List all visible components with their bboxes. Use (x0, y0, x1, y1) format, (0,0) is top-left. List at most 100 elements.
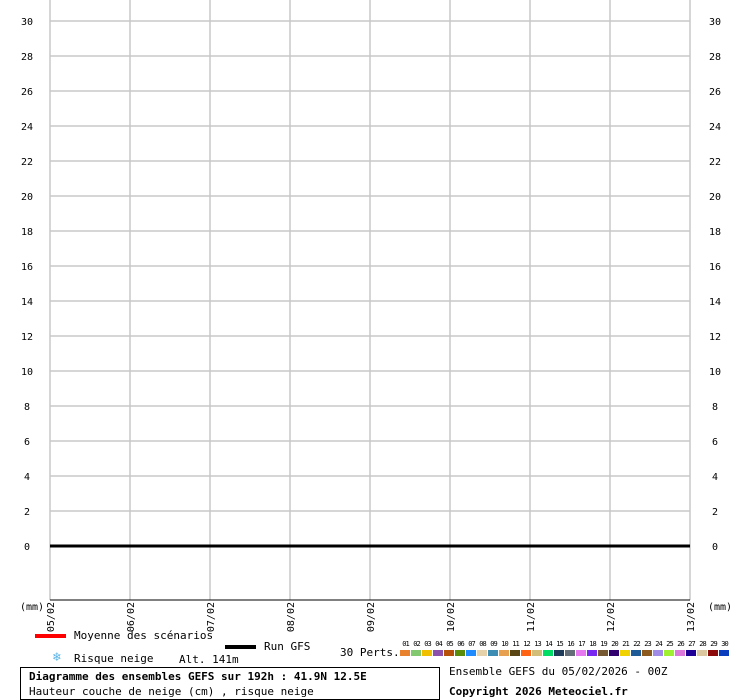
pert-swatch (466, 650, 476, 656)
pert-swatch (499, 650, 509, 656)
pert-number: 01 (402, 640, 409, 648)
x-tick-label: 12/02 (606, 602, 617, 632)
pert-legend-item: 25 (664, 640, 675, 656)
pert-number: 02 (413, 640, 420, 648)
pert-swatch (521, 650, 531, 656)
run-info: Ensemble GEFS du 05/02/2026 - 00Z (449, 665, 668, 678)
pert-swatch (620, 650, 630, 656)
pert-legend-item: 24 (653, 640, 664, 656)
y-tick-label-left: 28 (21, 52, 33, 63)
pert-legend-item: 27 (686, 640, 697, 656)
pert-legend-item: 19 (598, 640, 609, 656)
pert-swatch (631, 650, 641, 656)
pert-swatch (697, 650, 707, 656)
pert-number: 16 (567, 640, 574, 648)
pert-legend-item: 21 (620, 640, 631, 656)
y-tick-label-left: 8 (24, 402, 30, 413)
pert-swatch (675, 650, 685, 656)
chart-title: Diagramme des ensembles GEFS sur 192h : … (29, 670, 367, 683)
pert-legend-item: 10 (499, 640, 510, 656)
pert-number: 11 (512, 640, 519, 648)
pert-swatch (719, 650, 729, 656)
chart-subtitle: Hauteur couche de neige (cm) , risque ne… (29, 685, 314, 698)
y-tick-label-right: 22 (709, 157, 721, 168)
legend-mean-swatch (35, 634, 66, 638)
pert-legend-item: 14 (543, 640, 554, 656)
pert-swatch (532, 650, 542, 656)
pert-legend-item: 29 (708, 640, 719, 656)
pert-swatch (598, 650, 608, 656)
y-tick-label-left: 24 (21, 122, 33, 133)
pert-swatch (609, 650, 619, 656)
pert-number: 24 (655, 640, 662, 648)
pert-number: 20 (611, 640, 618, 648)
pert-swatch (587, 650, 597, 656)
pert-number: 18 (589, 640, 596, 648)
y-tick-label-left: 14 (21, 297, 33, 308)
legend-run-swatch (225, 645, 256, 649)
pert-number: 21 (622, 640, 629, 648)
pert-number: 07 (468, 640, 475, 648)
pert-legend-item: 03 (422, 640, 433, 656)
y-tick-label-right: 18 (709, 227, 721, 238)
y-tick-label-left: 30 (21, 17, 33, 28)
pert-number: 05 (446, 640, 453, 648)
x-tick-label: 06/02 (126, 602, 137, 632)
pert-swatch (422, 650, 432, 656)
y-tick-label-right: 0 (712, 542, 718, 553)
pert-number: 10 (501, 640, 508, 648)
pert-legend-item: 30 (719, 640, 730, 656)
pert-number: 15 (556, 640, 563, 648)
title-box: Diagramme des ensembles GEFS sur 192h : … (20, 667, 440, 700)
y-tick-label-right: 6 (712, 437, 718, 448)
pert-legend-item: 07 (466, 640, 477, 656)
pert-swatch (554, 650, 564, 656)
y-tick-label-left: 26 (21, 87, 33, 98)
pert-number: 17 (578, 640, 585, 648)
pert-number: 29 (710, 640, 717, 648)
pert-legend-item: 18 (587, 640, 598, 656)
y-tick-label-right: 8 (712, 402, 718, 413)
y-tick-label-right: 4 (712, 472, 718, 483)
pert-legend-item: 08 (477, 640, 488, 656)
x-tick-label: 08/02 (286, 602, 297, 632)
legend-mean-label: Moyenne des scénarios (74, 629, 214, 642)
y-tick-label-right: 12 (709, 332, 721, 343)
snowflake-icon: ❄ (53, 650, 61, 665)
copyright: Copyright 2026 Meteociel.fr (449, 685, 628, 698)
pert-swatch (411, 650, 421, 656)
pert-number: 12 (523, 640, 530, 648)
pert-number: 30 (721, 640, 728, 648)
pert-swatch (510, 650, 520, 656)
x-tick-label: 05/02 (46, 602, 57, 632)
y-tick-label-right: 30 (709, 17, 721, 28)
pert-number: 19 (600, 640, 607, 648)
pert-number: 28 (699, 640, 706, 648)
y-tick-label-right: 26 (709, 87, 721, 98)
y-tick-label-right: 24 (709, 122, 721, 133)
perts-label: 30 Perts. (340, 646, 400, 659)
pert-number: 26 (677, 640, 684, 648)
y-tick-label-left: 2 (24, 507, 30, 518)
x-tick-label: 07/02 (206, 602, 217, 632)
legend-snow-label: Risque neige (74, 652, 154, 665)
y-tick-label-left: 12 (21, 332, 33, 343)
pert-legend-item: 15 (554, 640, 565, 656)
x-tick-label: 09/02 (366, 602, 377, 632)
pert-number: 22 (633, 640, 640, 648)
pert-number: 23 (644, 640, 651, 648)
x-tick-label: 11/02 (526, 602, 537, 632)
pert-legend-item: 06 (455, 640, 466, 656)
x-tick-label: 13/02 (686, 602, 697, 632)
y-tick-label-left: 16 (21, 262, 33, 273)
y-tick-label-left: 10 (21, 367, 33, 378)
pert-swatch (708, 650, 718, 656)
y-tick-label-left: 20 (21, 192, 33, 203)
y-unit-right: (mm) (708, 602, 732, 613)
pert-number: 14 (545, 640, 552, 648)
y-tick-label-left: 4 (24, 472, 30, 483)
pert-legend-item: 20 (609, 640, 620, 656)
pert-legend-item: 11 (510, 640, 521, 656)
